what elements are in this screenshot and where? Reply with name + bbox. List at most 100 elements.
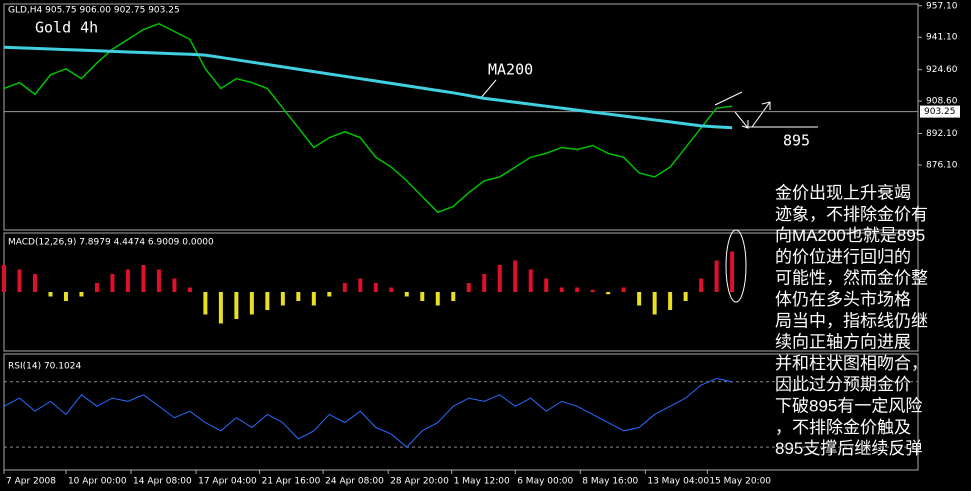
- x-tick-label: 21 Apr 16:00: [262, 477, 321, 487]
- x-tick-label: 8 May 16:00: [582, 477, 638, 487]
- comment-line: 体仍在多头市场格: [775, 290, 911, 309]
- histogram-bar: [311, 292, 316, 306]
- rsi-line: [3, 377, 733, 448]
- macd-label: MACD(12,26,9) 7.8979 4.4474 6.9009 0.000…: [8, 238, 214, 248]
- histogram-bar: [621, 287, 626, 292]
- histogram-bar: [544, 278, 549, 292]
- histogram-bar: [730, 251, 735, 292]
- x-tick-label: 7 Apr 2008: [6, 477, 56, 487]
- histogram-bar: [451, 292, 456, 301]
- x-tick-label: 24 Apr 08:00: [325, 477, 384, 487]
- histogram-bar: [389, 287, 394, 292]
- x-tick-label: 1 May 12:00: [454, 477, 510, 487]
- histogram-bar: [373, 283, 378, 292]
- y-tick-label: 892.10: [926, 129, 958, 139]
- comment-line: 的价位进行回归的: [775, 247, 911, 266]
- last-price-label: 903.25: [924, 107, 956, 117]
- histogram-bar: [420, 292, 425, 301]
- y-tick-label: 908.60: [926, 97, 958, 107]
- histogram-bar: [528, 269, 533, 292]
- comment-line: 可能性，然而金价整: [775, 269, 928, 288]
- comment-line: 下破895有一定风险: [775, 396, 922, 415]
- x-tick-label: 13 May 04:00: [647, 477, 709, 487]
- x-tick-label: 10 Apr 00:00: [68, 477, 127, 487]
- histogram-bar: [606, 292, 611, 295]
- rsi-panel: [3, 353, 919, 471]
- price-line: [3, 22, 733, 214]
- comment-line: 局当中，指标线仍继: [775, 311, 928, 330]
- support-label: 895: [783, 132, 810, 150]
- histogram-bar: [482, 274, 487, 292]
- arrow-down: [734, 111, 749, 129]
- histogram-bar: [683, 292, 688, 301]
- histogram-bar: [590, 289, 595, 292]
- comment-line: 迹象，不排除金价有: [775, 205, 928, 224]
- histogram-bar: [280, 292, 285, 306]
- histogram-bar: [63, 292, 68, 301]
- histogram-bar: [187, 287, 192, 292]
- histogram-bar: [513, 260, 518, 292]
- histogram-bar: [327, 292, 332, 297]
- histogram-bar: [575, 287, 580, 292]
- y-tick-label: 924.60: [926, 65, 958, 75]
- histogram-bar: [668, 292, 673, 310]
- highlight-ellipse: [725, 229, 747, 303]
- arrow-up: [751, 101, 771, 128]
- histogram-bar: [218, 292, 223, 324]
- histogram-bar: [296, 292, 301, 301]
- chart-title: Gold 4h: [35, 19, 98, 37]
- histogram-bar: [141, 265, 146, 292]
- x-tick-label: 6 May 00:00: [517, 477, 573, 487]
- histogram-bar: [48, 292, 53, 297]
- histogram-bar: [466, 283, 471, 292]
- comment-line: 金价出现上升衰竭: [775, 183, 911, 202]
- comment-line: 并和柱状图相吻合，: [775, 354, 928, 373]
- histogram-bar: [435, 292, 440, 306]
- x-tick-label: 14 Apr 08:00: [133, 477, 192, 487]
- histogram-bar: [699, 278, 704, 292]
- rsi-label: RSI(14) 70.1024: [8, 362, 81, 372]
- histogram-bar: [172, 278, 177, 292]
- trend-line: [714, 91, 743, 106]
- histogram-bar: [234, 292, 239, 319]
- histogram-bar: [79, 292, 84, 297]
- x-tick-label: 17 Apr 04:00: [198, 477, 257, 487]
- histogram-bar: [559, 287, 564, 292]
- y-tick-label: 876.10: [926, 160, 958, 170]
- histogram-bar: [404, 292, 409, 297]
- ma-pointer: [479, 79, 497, 100]
- ma-label: MA200: [488, 61, 533, 79]
- comment-line: 向MA200也就是895: [775, 226, 925, 245]
- price-panel: [3, 3, 919, 231]
- histogram-bar: [125, 269, 130, 292]
- histogram-bar: [637, 292, 642, 306]
- histogram-bar: [652, 292, 657, 315]
- histogram-bar: [17, 269, 22, 292]
- comment-line: 895支撑后继续反弹: [775, 439, 922, 458]
- histogram-bar: [110, 274, 115, 292]
- histogram-bar: [32, 274, 37, 292]
- histogram-bar: [358, 278, 363, 292]
- header: GLD,H4 905.75 906.00 902.75 903.25: [8, 6, 180, 16]
- y-tick-label: 941.10: [926, 33, 958, 43]
- comment-line: 因此过分预期金价: [775, 375, 911, 394]
- last-price-box: [920, 105, 960, 118]
- y-tick-label: 957.10: [926, 1, 958, 11]
- comment-line: ，不排除金价触及: [775, 418, 911, 437]
- x-tick-label: 28 Apr 20:00: [390, 477, 449, 487]
- histogram-bar: [2, 265, 6, 292]
- histogram-bar: [249, 292, 254, 315]
- histogram-bar: [714, 260, 719, 292]
- x-tick-label: 15 May 20:00: [709, 477, 771, 487]
- histogram-bar: [156, 269, 161, 292]
- histogram-bar: [203, 292, 208, 315]
- comment-line: 续向正轴方向进展: [775, 333, 911, 352]
- histogram-bar: [497, 265, 502, 292]
- histogram-bar: [342, 283, 347, 292]
- price-line: [3, 45, 733, 130]
- histogram-bar: [94, 283, 99, 292]
- histogram-bar: [265, 292, 270, 310]
